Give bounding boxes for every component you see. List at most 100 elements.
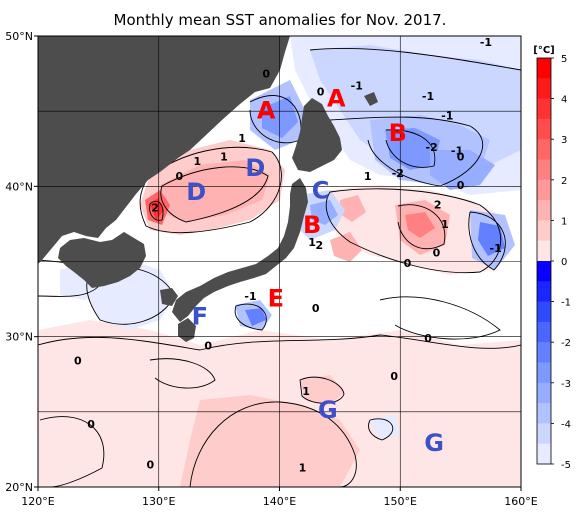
anomaly-region: [180, 395, 360, 487]
colorbar-swatch: [537, 78, 551, 100]
colorbar-swatch: [537, 321, 551, 343]
contour-line: [189, 401, 357, 487]
region-letter-label: A: [327, 85, 346, 113]
contour-line: [385, 129, 436, 168]
y-tick-label: 50°N: [5, 30, 33, 43]
contour-value-label: 0: [424, 332, 432, 345]
contour-value-label: -1: [441, 110, 453, 123]
region-letter-label: A: [257, 97, 276, 125]
contour-line: [379, 296, 501, 340]
region-letter-label: D: [186, 178, 206, 206]
anomaly-region: [340, 195, 366, 222]
contour-value-label: 1: [194, 155, 202, 168]
region-letter-label: E: [268, 285, 284, 313]
contour-value-label: 0: [457, 150, 465, 163]
contour-line: [39, 416, 105, 487]
contour-line: [397, 204, 446, 250]
anomaly-region: [430, 150, 495, 190]
y-tick-label: 30°N: [5, 331, 33, 344]
contour-value-label: 0: [312, 302, 320, 315]
contour-value-label: 0: [262, 68, 270, 81]
contour-line: [309, 47, 521, 71]
contour-line: [468, 211, 506, 271]
anomaly-region: [160, 160, 270, 222]
contour-value-label: 1: [308, 236, 316, 249]
colorbar-swatch: [537, 179, 551, 201]
colorbar-tick-label: 4: [561, 95, 567, 106]
colorbar-swatch: [537, 301, 551, 323]
colorbar-ticks: 5 4 3 2 1 0 -1 -2 -3 -4 -5: [551, 54, 571, 471]
colorbar-swatch: [537, 118, 551, 140]
region-letter-label: G: [318, 396, 338, 424]
contour-value-label: 1: [302, 385, 310, 398]
colorbar-swatch: [537, 342, 551, 363]
region-letter-label: C: [312, 176, 330, 204]
contour-value-label: 0: [457, 179, 465, 192]
contour-value-label: 0: [433, 246, 441, 259]
anomaly-region: [262, 96, 298, 138]
contour-value-label: -1: [244, 290, 256, 303]
anomaly-region: [300, 375, 345, 405]
colorbar-tick-label: 5: [561, 54, 567, 65]
x-tick-label: 130°E: [142, 495, 175, 508]
colorbar-tick-label: -5: [561, 460, 571, 471]
colorbar-swatches: [537, 58, 551, 465]
colorbar-tick-label: -1: [561, 298, 571, 309]
contour-value-label: -1: [451, 144, 463, 157]
colorbar-swatch: [537, 281, 551, 303]
contour-line: [329, 116, 484, 187]
colorbar-swatch: [537, 220, 551, 242]
anomaly-region: [370, 415, 400, 440]
contour-line: [38, 334, 521, 351]
colorbar-swatch: [537, 139, 551, 160]
contour-value-label: -1: [422, 90, 434, 103]
contour-value-label: -2: [392, 167, 404, 180]
y-axis-ticks: 50°N 40°N 30°N 20°N: [5, 30, 38, 494]
contour-value-label: 0: [146, 458, 154, 471]
contour-line: [149, 200, 164, 221]
contour-value-label: -1: [490, 242, 502, 255]
contour-value-label: 1: [220, 150, 228, 163]
x-tick-label: 160°E: [504, 495, 537, 508]
colorbar: [°C] 5 4 3 2 1 0 -1 -2 -3 -4 -5: [533, 45, 571, 471]
contour-value-label: 0: [317, 86, 325, 99]
contour-value-label: 2: [151, 201, 159, 214]
colorbar-swatch: [537, 423, 551, 445]
x-tick-label: 120°E: [21, 495, 54, 508]
contour-value-label: 0: [87, 418, 95, 431]
anomaly-region: [310, 200, 338, 225]
contour-line: [325, 188, 502, 274]
colorbar-swatch: [537, 362, 551, 384]
region-letter-label: D: [245, 154, 265, 182]
colorbar-swatch: [537, 159, 551, 181]
x-axis-ticks: 120°E 130°E 140°E 150°E 160°E: [21, 487, 538, 508]
contour-line: [368, 418, 394, 441]
colorbar-unit-label: [°C]: [533, 45, 554, 56]
anomaly-region: [478, 222, 505, 256]
contour-value-label: -2: [426, 141, 438, 154]
region-letter-label: B: [389, 119, 407, 147]
anomaly-region: [38, 410, 110, 487]
y-tick-label: 20°N: [5, 481, 33, 494]
contour-line: [139, 146, 282, 234]
colorbar-swatch: [537, 261, 551, 282]
contour-value-label: 1: [441, 218, 449, 231]
contour-value-label: 1: [364, 170, 372, 183]
region-letter-label: B: [303, 211, 321, 239]
colorbar-tick-label: 1: [561, 216, 567, 227]
contour-value-label: 0: [74, 355, 82, 368]
x-tick-label: 150°E: [384, 495, 417, 508]
anomaly-region: [245, 308, 266, 326]
contour-value-label: -1: [480, 36, 492, 49]
anomaly-region: [405, 212, 435, 238]
x-tick-label: 140°E: [263, 495, 296, 508]
contour-line: [299, 376, 345, 404]
contour-value-label: 0: [390, 370, 398, 383]
contour-value-label: 0: [204, 340, 212, 353]
colorbar-tick-label: -3: [561, 379, 571, 390]
colorbar-swatch: [537, 200, 551, 221]
